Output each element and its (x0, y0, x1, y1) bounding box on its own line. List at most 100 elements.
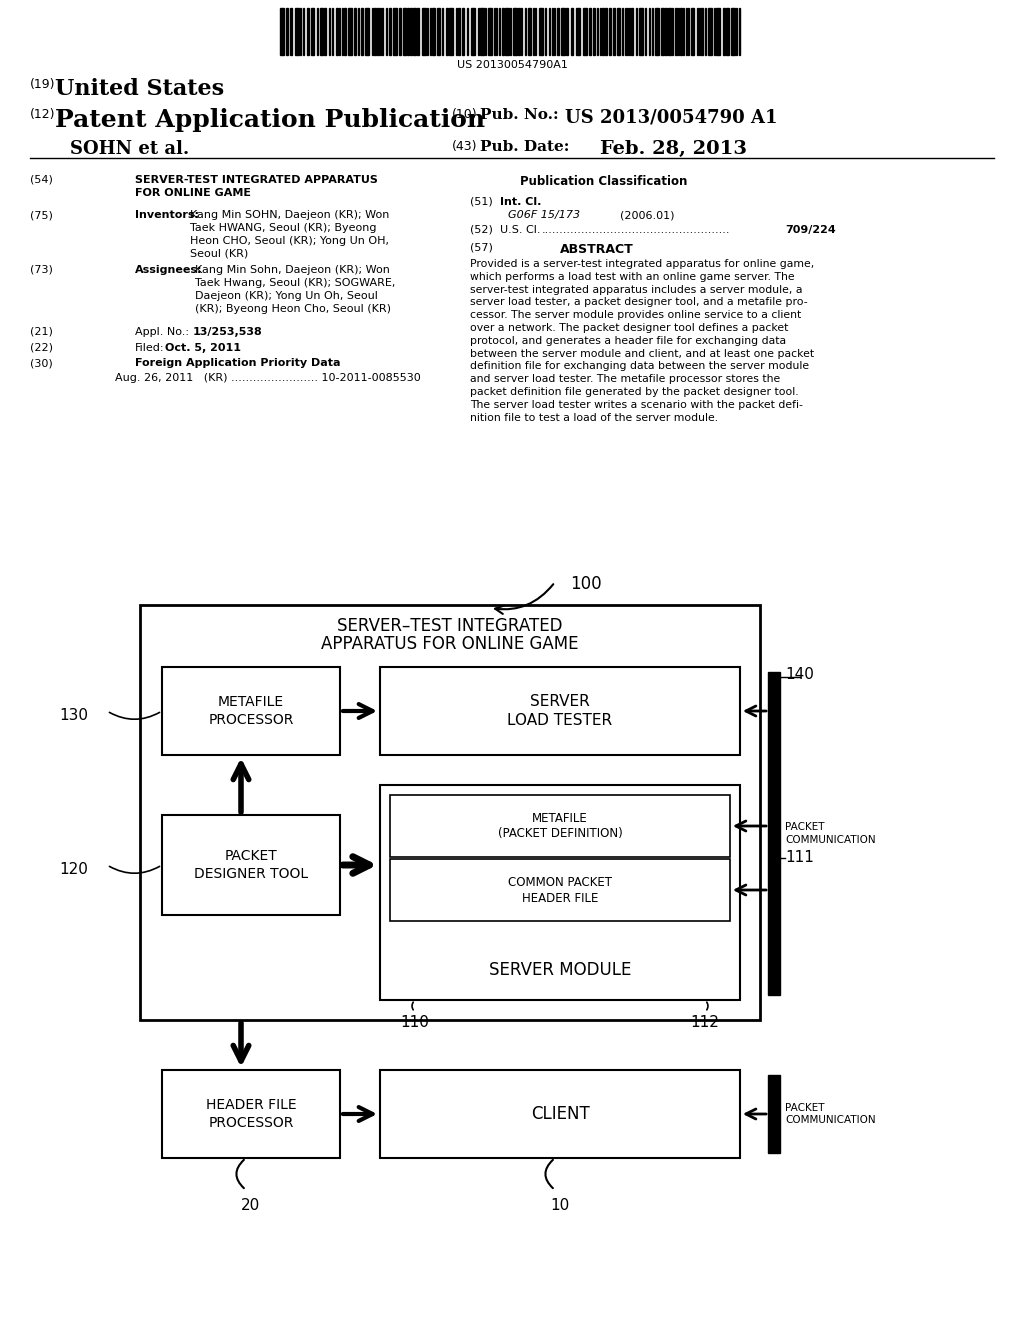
Text: FOR ONLINE GAME: FOR ONLINE GAME (135, 187, 251, 198)
Bar (295, 8, 299, 55)
Text: 100: 100 (570, 576, 602, 593)
Bar (290, 8, 292, 55)
Bar (617, 8, 620, 55)
Text: US 20130054790A1: US 20130054790A1 (457, 59, 567, 70)
Bar (393, 8, 397, 55)
Bar (324, 8, 326, 55)
Bar (380, 785, 740, 1001)
Bar (410, 8, 412, 55)
Text: ....................................................: ........................................… (542, 224, 730, 235)
Bar (528, 8, 531, 55)
Text: (KR); Byeong Heon Cho, Seoul (KR): (KR); Byeong Heon Cho, Seoul (KR) (195, 304, 391, 314)
Bar (413, 8, 416, 55)
Text: Publication Classification: Publication Classification (520, 176, 687, 187)
Text: 709/224: 709/224 (785, 224, 836, 235)
Text: (12): (12) (30, 108, 55, 121)
Bar (140, 605, 760, 1020)
Bar (344, 8, 346, 55)
Text: 130: 130 (59, 709, 88, 723)
Text: Oct. 5, 2011: Oct. 5, 2011 (165, 343, 241, 352)
Text: Pub. No.:: Pub. No.: (480, 108, 559, 121)
Bar (731, 8, 735, 55)
Bar (336, 8, 338, 55)
Bar (561, 8, 565, 55)
Text: Taek Hwang, Seoul (KR); SOGWARE,: Taek Hwang, Seoul (KR); SOGWARE, (195, 279, 395, 288)
Text: APPARATUS FOR ONLINE GAME: APPARATUS FOR ONLINE GAME (322, 635, 579, 653)
Text: Patent Application Publication: Patent Application Publication (55, 108, 485, 132)
Bar (557, 8, 559, 55)
Text: (57): (57) (470, 243, 493, 253)
Bar (354, 8, 356, 55)
Bar (307, 8, 309, 55)
Text: Feb. 28, 2013: Feb. 28, 2013 (600, 140, 746, 158)
Text: SOHN et al.: SOHN et al. (70, 140, 189, 158)
Bar (575, 8, 580, 55)
Text: 110: 110 (400, 1015, 429, 1030)
Text: U.S. Cl.: U.S. Cl. (500, 224, 544, 235)
Bar (726, 8, 729, 55)
Bar (311, 8, 314, 55)
Bar (432, 8, 435, 55)
Text: (54): (54) (30, 176, 53, 185)
Bar (380, 1071, 740, 1158)
Text: Int. Cl.: Int. Cl. (500, 197, 542, 207)
Text: PACKET
COMMUNICATION: PACKET COMMUNICATION (785, 1102, 876, 1125)
Bar (365, 8, 369, 55)
Text: (51): (51) (470, 197, 493, 207)
Bar (462, 8, 464, 55)
Bar (319, 8, 323, 55)
Text: 111: 111 (785, 850, 814, 866)
Text: HEADER FILE
PROCESSOR: HEADER FILE PROCESSOR (206, 1098, 296, 1130)
Bar (539, 8, 543, 55)
Text: Filed:: Filed: (135, 343, 165, 352)
Bar (768, 1074, 780, 1152)
Bar (639, 8, 643, 55)
Bar (422, 8, 426, 55)
Bar (162, 814, 340, 915)
Bar (613, 8, 615, 55)
Text: G06F 15/173: G06F 15/173 (508, 210, 581, 220)
Text: Pub. Date:: Pub. Date: (480, 140, 569, 154)
Bar (723, 8, 725, 55)
Text: CLIENT: CLIENT (530, 1105, 590, 1123)
Bar (399, 8, 401, 55)
Text: (75): (75) (30, 210, 53, 220)
Bar (449, 8, 453, 55)
Text: Heon CHO, Seoul (KR); Yong Un OH,: Heon CHO, Seoul (KR); Yong Un OH, (190, 236, 389, 246)
Bar (665, 8, 667, 55)
Bar (417, 8, 419, 55)
Text: PACKET
COMMUNICATION: PACKET COMMUNICATION (785, 822, 876, 845)
Bar (609, 8, 611, 55)
Text: Kang Min SOHN, Daejeon (KR); Won: Kang Min SOHN, Daejeon (KR); Won (190, 210, 389, 220)
Text: Inventors:: Inventors: (135, 210, 199, 220)
Bar (631, 8, 633, 55)
Bar (286, 8, 288, 55)
Text: (2006.01): (2006.01) (620, 210, 675, 220)
Text: (52): (52) (470, 224, 493, 235)
Text: 120: 120 (59, 862, 88, 878)
Text: Provided is a server-test integrated apparatus for online game,
which performs a: Provided is a server-test integrated app… (470, 259, 814, 422)
Bar (668, 8, 671, 55)
Text: 20: 20 (242, 1199, 261, 1213)
Bar (583, 8, 587, 55)
Text: 10: 10 (550, 1199, 569, 1213)
Bar (458, 8, 460, 55)
Text: 112: 112 (690, 1015, 720, 1030)
Bar (407, 8, 409, 55)
Text: ABSTRACT: ABSTRACT (560, 243, 634, 256)
Bar (716, 8, 720, 55)
Text: (19): (19) (30, 78, 55, 91)
Bar (708, 8, 712, 55)
Bar (680, 8, 682, 55)
Bar (768, 672, 780, 995)
Text: PACKET
DESIGNER TOOL: PACKET DESIGNER TOOL (194, 849, 308, 882)
Bar (361, 8, 362, 55)
Text: Appl. No.:: Appl. No.: (135, 327, 189, 337)
Bar (701, 8, 703, 55)
Text: COMMON PACKET
HEADER FILE: COMMON PACKET HEADER FILE (508, 875, 612, 904)
Text: (43): (43) (452, 140, 477, 153)
Text: Daejeon (KR); Yong Un Oh, Seoul: Daejeon (KR); Yong Un Oh, Seoul (195, 290, 378, 301)
Text: (22): (22) (30, 343, 53, 352)
Bar (662, 8, 664, 55)
Bar (389, 8, 391, 55)
